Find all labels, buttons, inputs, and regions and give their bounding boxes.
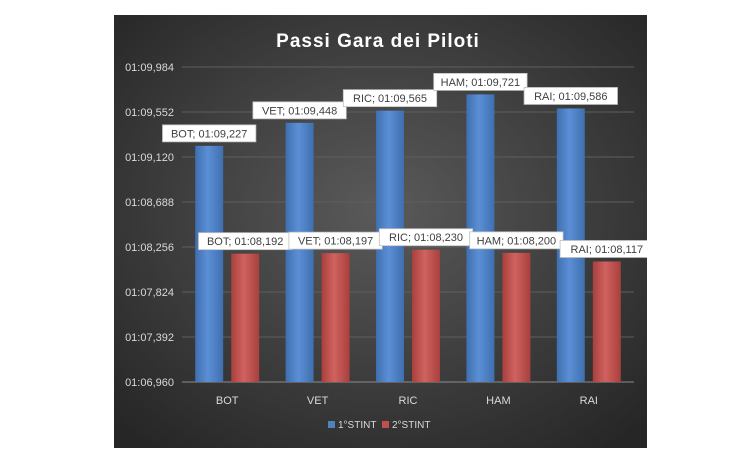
data-label-box — [523, 87, 618, 105]
data-label-box — [252, 101, 347, 120]
y-tick-label: 01:06,960 — [125, 377, 174, 389]
data-label: RIC; 01:09,565 — [353, 93, 427, 105]
data-label-box — [433, 72, 528, 91]
legend-label-stint1: 1°STINT — [338, 420, 376, 431]
data-label: RAI; 01:08,117 — [571, 244, 644, 256]
bar-vet-stint2 — [321, 253, 350, 382]
data-label-box — [342, 89, 438, 108]
y-tick-label: 01:07,392 — [125, 332, 174, 344]
x-category-label: VET — [307, 395, 329, 407]
data-label: BOT; 01:08,192 — [207, 236, 283, 248]
bar-bot-stint1 — [195, 145, 224, 382]
bar-chart: Passi Gara dei Piloti 01:06,960 01:07,392… — [114, 15, 647, 448]
bar-bot-stint2 — [231, 253, 260, 382]
y-tick-label: 01:09,120 — [125, 152, 174, 164]
x-category-label: RIC — [399, 395, 418, 407]
data-labels: BOT; 01:09,227 BOT; 01:08,192 VET; 01:09,4… — [162, 72, 647, 258]
x-category-label: BOT — [216, 395, 239, 407]
data-label: VET; 01:08,197 — [298, 236, 373, 248]
legend-label-stint2: 2°STINT — [392, 420, 430, 431]
data-label: HAM; 01:08,200 — [477, 235, 557, 247]
y-tick-label: 01:08,256 — [125, 242, 174, 254]
y-tick-label: 01:09,984 — [125, 62, 174, 74]
data-label-box — [559, 240, 647, 258]
legend-swatch-stint1 — [328, 421, 335, 428]
bar-rai-stint2 — [592, 261, 621, 382]
bar-ric-stint2 — [412, 249, 440, 382]
data-label: BOT; 01:09,227 — [171, 128, 247, 140]
bar-ham-stint2 — [502, 252, 531, 382]
y-tick-label: 01:07,824 — [125, 287, 174, 299]
y-tick-label: 01:09,552 — [125, 107, 174, 119]
data-label: RIC; 01:08,230 — [389, 232, 463, 244]
chart-title: Passi Gara dei Piloti — [276, 31, 480, 52]
chart-panel: Passi Gara dei Piloti 01:06,960 01:07,392… — [114, 15, 647, 448]
y-axis-ticks: 01:06,960 01:07,392 01:07,824 01:08,256 01:0… — [125, 62, 174, 389]
bar-vet-stint1 — [285, 122, 314, 382]
legend-swatch-stint2 — [382, 421, 389, 428]
x-category-label: HAM — [486, 395, 510, 407]
legend: 1°STINT 2°STINT — [328, 420, 430, 431]
data-label: HAM; 01:09,721 — [441, 77, 521, 89]
x-category-label: RAI — [580, 395, 598, 407]
data-label: VET; 01:09,448 — [262, 105, 337, 117]
y-tick-label: 01:08,688 — [125, 197, 174, 209]
x-axis-categories: BOT VET RIC HAM RAI — [216, 395, 598, 407]
data-label: RAI; 01:09,586 — [534, 91, 607, 103]
data-label-box — [162, 124, 257, 143]
